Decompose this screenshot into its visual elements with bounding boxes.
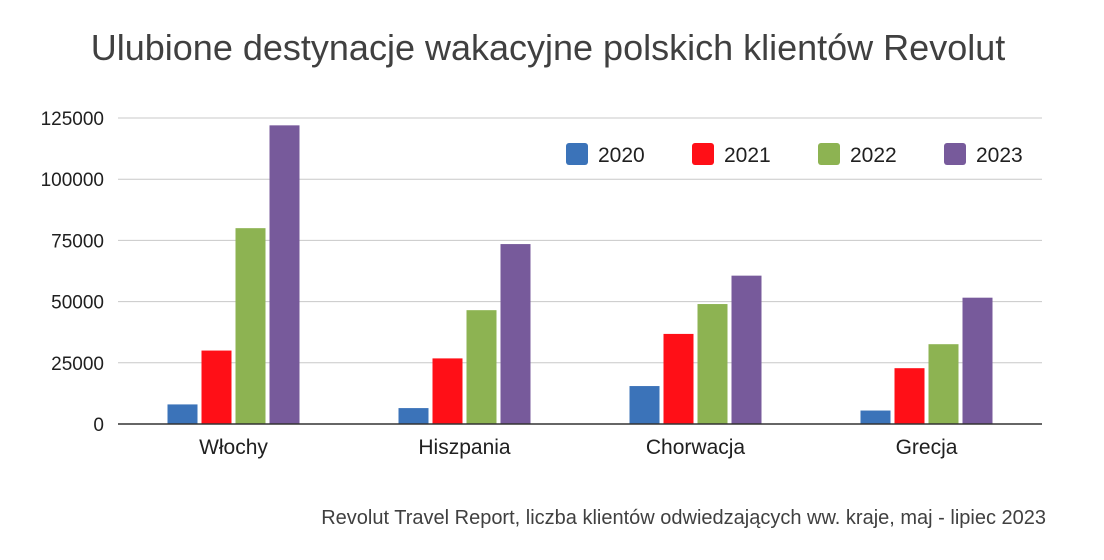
source-note: Revolut Travel Report, liczba klientów o… [321,507,1046,529]
y-tick-label: 100000 [41,170,104,191]
bar-2023 [500,244,531,424]
legend-label: 2022 [850,144,897,167]
y-axis-ticks: 0 25000 50000 75000 100000 125000 [41,109,104,436]
bars [167,125,993,425]
bar-2020 [860,410,891,424]
bar-2021 [432,358,463,424]
y-tick-label: 25000 [51,354,104,375]
bar-2021 [894,368,925,424]
x-axis-categories: Włochy Hiszpania Chorwacja Grecja [199,436,958,459]
bar-2023 [962,297,993,424]
x-category-label: Chorwacja [646,436,746,459]
chart-title: Ulubione destynacje wakacyjne polskich k… [91,27,1005,68]
bar-2020 [398,408,429,424]
legend-label: 2023 [976,144,1023,167]
legend-swatch-2020 [566,143,588,165]
bar-2021 [201,350,232,424]
bar-2022 [928,344,959,424]
y-tick-label: 0 [93,415,104,436]
legend: 2020 2021 2022 2023 [566,143,1023,167]
bar-2022 [466,310,497,424]
bar-2022 [235,228,266,424]
legend-label: 2021 [724,144,771,167]
x-category-label: Hiszpania [418,436,511,459]
legend-swatch-2023 [944,143,966,165]
bar-2020 [629,386,660,424]
bar-2023 [731,275,762,424]
bar-2022 [697,304,728,424]
x-category-label: Włochy [199,436,268,459]
bar-2021 [663,333,694,424]
y-tick-label: 75000 [51,231,104,252]
y-tick-label: 125000 [41,109,104,130]
legend-label: 2020 [598,144,645,167]
bar-2020 [167,404,198,424]
y-tick-label: 50000 [51,293,104,314]
legend-swatch-2021 [692,143,714,165]
x-category-label: Grecja [896,436,958,459]
legend-swatch-2022 [818,143,840,165]
bar-2023 [269,125,300,425]
